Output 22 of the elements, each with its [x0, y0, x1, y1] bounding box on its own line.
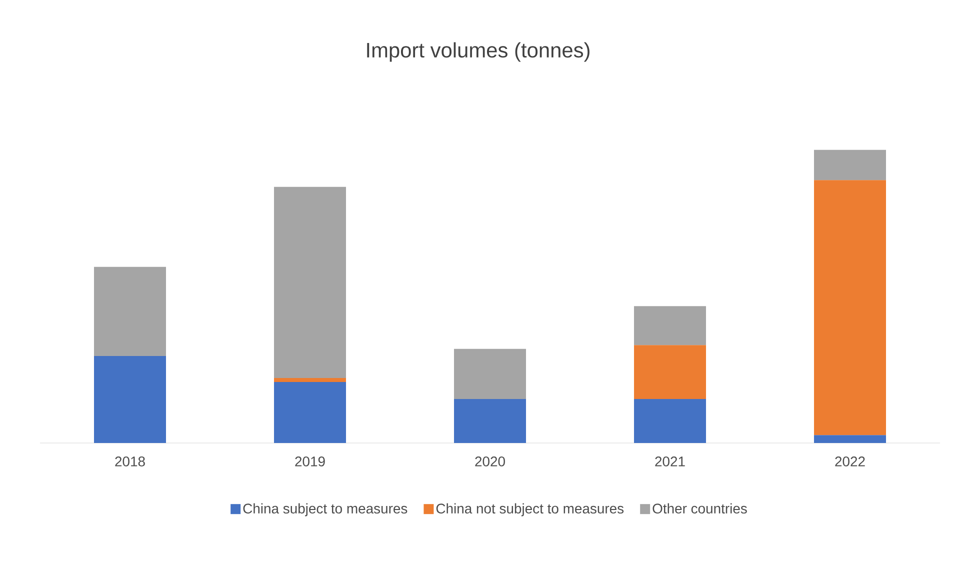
bar [454, 348, 526, 400]
bar [274, 186, 346, 378]
x-tick-label: 2018 [115, 456, 145, 466]
chart-title: Import volumes (tonnes) [367, 42, 590, 62]
bar [814, 435, 886, 443]
bar [454, 399, 526, 443]
legend-label: China subject to measures [243, 503, 408, 516]
x-tick-label: 2022 [835, 456, 865, 466]
bar [94, 266, 166, 356]
bar [634, 399, 706, 443]
x-tick-label: 2021 [655, 456, 685, 466]
bar [634, 345, 706, 400]
x-tick-label: 2019 [295, 456, 325, 466]
x-tick-label: 2020 [475, 456, 505, 466]
bar [94, 356, 166, 443]
bar [634, 306, 706, 346]
bar [274, 378, 346, 382]
legend-label: Other countries [652, 503, 747, 514]
bar [814, 150, 886, 180]
legend-label: China not subject to measures [436, 503, 624, 516]
bar [274, 382, 346, 443]
bar [814, 180, 886, 436]
